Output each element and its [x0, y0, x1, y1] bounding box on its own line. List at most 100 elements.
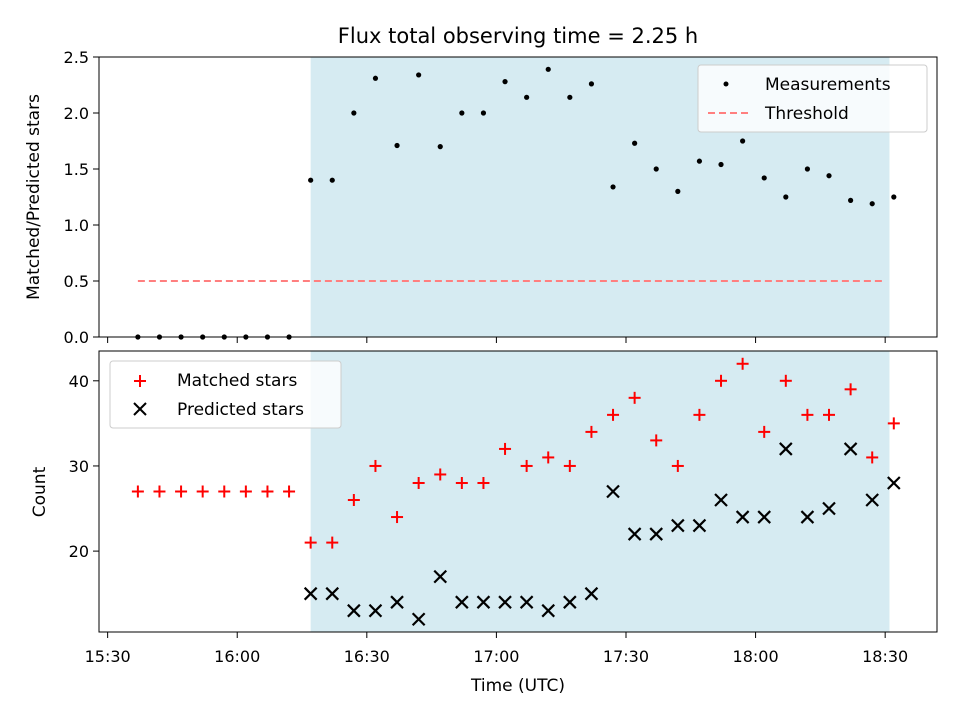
matched-point — [779, 374, 792, 387]
matched-point — [434, 468, 447, 481]
top-plot-frame — [98, 56, 938, 338]
matched-point — [347, 494, 360, 507]
matched-point — [391, 511, 404, 524]
measurement-point — [459, 110, 465, 116]
legend-matched-marker — [134, 375, 146, 387]
predicted-points — [303, 442, 901, 627]
measurement-point — [480, 110, 487, 116]
top-y-tick-label: 1.5 — [64, 160, 89, 179]
top-y-ticks: 0.0 0.5 1.0 1.5 2.0 2.5 — [64, 48, 99, 347]
predicted-point — [347, 603, 361, 618]
measurement-point — [740, 138, 746, 144]
matched-point — [607, 408, 620, 421]
predicted-point — [757, 510, 771, 524]
bottom-y-tick-label: 30 — [69, 457, 89, 476]
predicted-point — [455, 595, 469, 609]
matched-point — [499, 442, 512, 455]
measurement-point — [502, 79, 508, 85]
top-y-tick-label: 1.0 — [64, 216, 89, 235]
matched-point — [239, 485, 252, 498]
top-x-ticks — [107, 337, 886, 343]
matched-point — [520, 459, 533, 472]
bottom-y-tick-label: 40 — [69, 372, 89, 391]
predicted-point — [519, 595, 534, 609]
predicted-point — [800, 510, 815, 524]
x-tick-label: 18:30 — [862, 647, 908, 666]
matched-point — [628, 391, 641, 404]
matched-point — [369, 459, 382, 472]
top-y-tick-label: 2.0 — [64, 104, 89, 123]
measurement-point — [394, 142, 400, 149]
measurement-point — [545, 66, 551, 72]
measurement-point — [761, 175, 767, 181]
matched-point — [563, 459, 576, 472]
bottom-legend: Matched stars Predicted stars — [109, 360, 342, 429]
matched-point — [477, 476, 490, 489]
matched-point — [758, 425, 771, 438]
matched-point — [844, 383, 857, 396]
matched-point — [650, 434, 663, 447]
predicted-point — [692, 518, 707, 533]
matched-point — [715, 374, 728, 387]
legend-measurements-label: Measurements — [765, 75, 891, 95]
measurement-point — [675, 188, 681, 194]
matched-point — [175, 485, 188, 498]
predicted-point — [627, 527, 642, 541]
x-tick-label: 15:30 — [85, 647, 131, 666]
matched-point — [823, 408, 836, 421]
measurement-point — [783, 194, 789, 200]
predicted-point — [735, 510, 750, 524]
measurement-point — [826, 173, 832, 179]
x-tick-label: 17:00 — [473, 647, 519, 666]
predicted-point — [563, 595, 577, 609]
matched-point — [304, 536, 317, 549]
x-tick-label: 18:00 — [733, 647, 779, 666]
bottom-y-tick-label: 20 — [69, 542, 89, 561]
matched-point — [693, 408, 706, 421]
predicted-point — [390, 595, 404, 609]
x-tick-label: 16:30 — [344, 647, 390, 666]
predicted-point — [714, 493, 728, 507]
predicted-point — [822, 501, 836, 516]
measurement-point — [437, 144, 443, 150]
x-tick-label: 16:00 — [214, 647, 260, 666]
matched-point — [196, 485, 209, 498]
matched-point — [261, 485, 274, 498]
legend-matched-label: Matched stars — [177, 371, 297, 391]
measurement-point — [804, 166, 811, 172]
predicted-point — [433, 569, 448, 584]
matched-point — [671, 459, 684, 472]
measurement-point — [869, 201, 875, 207]
measurement-point — [372, 75, 379, 81]
top-y-axis-label: Matched/Predicted stars — [24, 94, 44, 300]
predicted-point — [671, 518, 685, 533]
measurement-point — [632, 140, 638, 146]
measurement-point — [588, 81, 595, 87]
top-y-tick-label: 2.5 — [64, 48, 89, 67]
predicted-point — [649, 527, 664, 541]
matched-point — [218, 485, 231, 498]
top-legend: Measurements Threshold — [697, 64, 928, 133]
matched-point — [153, 485, 166, 498]
measurement-point — [610, 184, 616, 190]
top-y-tick-label: 0.5 — [64, 272, 89, 291]
matched-point — [866, 451, 879, 464]
bottom-plot-frame — [98, 350, 938, 633]
matched-point — [801, 408, 814, 421]
bottom-x-ticks: 15:30 16:00 16:30 17:00 17:30 18:00 18:30 — [85, 632, 908, 666]
measurement-point — [567, 94, 573, 100]
bottom-y-ticks: 20 30 40 — [69, 372, 99, 561]
x-tick-label: 17:30 — [603, 647, 649, 666]
measurement-point — [351, 110, 357, 116]
predicted-point — [779, 442, 793, 456]
measurement-point — [718, 161, 724, 168]
matched-point — [736, 357, 749, 370]
matched-points — [131, 357, 900, 549]
bottom-panel: 20 30 40 15:30 16:00 16:30 17:00 17:30 18:00 18:… — [30, 350, 938, 696]
matched-point — [412, 476, 425, 489]
top-y-tick-label: 0.0 — [64, 328, 89, 347]
top-legend-box — [697, 64, 928, 133]
legend-threshold-label: Threshold — [764, 104, 849, 124]
matched-point — [131, 485, 144, 498]
